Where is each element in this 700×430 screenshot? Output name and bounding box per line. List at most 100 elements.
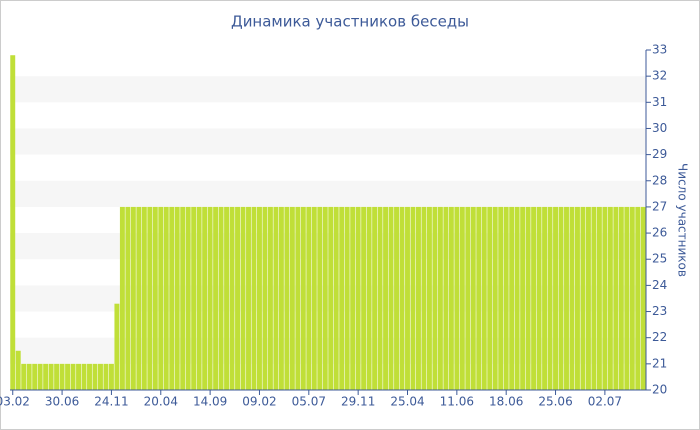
- bar: [87, 363, 92, 390]
- bar: [525, 206, 531, 390]
- bar: [43, 363, 49, 390]
- bar: [256, 206, 262, 390]
- bar: [602, 206, 608, 390]
- bar: [295, 206, 301, 390]
- y-tick-label: 33: [652, 43, 667, 57]
- x-tick-label: 25.04: [390, 395, 424, 409]
- bar: [531, 206, 537, 390]
- y-axis-label: Число участников: [676, 163, 690, 277]
- bar: [97, 363, 103, 390]
- bar: [108, 363, 114, 390]
- bar: [306, 206, 312, 390]
- y-tick-label: 27: [652, 199, 667, 213]
- bar: [267, 206, 273, 390]
- bar: [229, 206, 235, 390]
- bar: [21, 363, 27, 390]
- bar: [289, 206, 295, 390]
- bar: [459, 206, 465, 390]
- y-tick-label: 20: [652, 383, 667, 397]
- bar: [558, 206, 564, 390]
- bar: [448, 206, 454, 390]
- bar: [377, 206, 383, 390]
- bar: [136, 206, 142, 390]
- bar: [147, 206, 153, 390]
- x-tick-label: 25.06: [538, 395, 572, 409]
- bar: [278, 206, 284, 390]
- x-tick-label: 29.11: [341, 395, 375, 409]
- y-tick-label: 21: [652, 356, 667, 370]
- bar: [65, 363, 71, 390]
- bar: [613, 206, 619, 390]
- bar: [405, 206, 410, 390]
- bar: [114, 303, 120, 390]
- bar: [300, 206, 306, 390]
- bar: [361, 206, 367, 390]
- grid-band: [10, 180, 646, 207]
- bar: [415, 206, 421, 390]
- grid-band: [10, 76, 646, 103]
- y-tick-label: 32: [652, 69, 667, 83]
- bar: [542, 206, 548, 390]
- bar: [235, 206, 241, 390]
- x-tick-label: 30.06: [45, 395, 79, 409]
- bar: [640, 206, 646, 390]
- bar: [202, 206, 208, 390]
- x-tick-label: 14.09: [193, 395, 227, 409]
- bar: [158, 206, 164, 390]
- bar: [432, 206, 438, 390]
- y-tick-label: 22: [652, 330, 667, 344]
- bar: [536, 206, 542, 390]
- x-tick-label: 24.11: [94, 395, 128, 409]
- bar: [141, 206, 147, 390]
- bar: [492, 206, 498, 390]
- bar: [54, 363, 60, 390]
- y-tick-label: 29: [652, 147, 667, 161]
- bar: [218, 206, 224, 390]
- bar: [240, 206, 246, 390]
- bar: [383, 206, 389, 390]
- x-tick-label: 02.07: [588, 395, 622, 409]
- grid-band: [10, 128, 646, 155]
- y-tick-label: 26: [652, 226, 667, 240]
- bar: [574, 206, 580, 390]
- bar: [10, 55, 16, 390]
- bar: [59, 363, 65, 390]
- bar: [596, 206, 602, 390]
- bar: [553, 206, 559, 390]
- y-tick-label: 28: [652, 173, 667, 187]
- bar: [333, 206, 339, 390]
- y-tick-label: 31: [652, 95, 667, 109]
- bar: [152, 206, 158, 390]
- bar: [443, 206, 449, 390]
- x-tick-label: 03.02: [0, 395, 30, 409]
- bar: [355, 206, 361, 390]
- x-tick-label: 05.07: [292, 395, 326, 409]
- bar: [520, 206, 526, 390]
- bar: [70, 363, 76, 390]
- chart-title: Динамика участников беседы: [231, 13, 469, 31]
- bar: [547, 206, 553, 390]
- bar: [564, 206, 569, 390]
- bar: [569, 206, 575, 390]
- bar: [130, 206, 136, 390]
- bar: [317, 206, 323, 390]
- bar: [629, 206, 635, 390]
- bar: [103, 363, 109, 390]
- bar: [366, 206, 372, 390]
- bar: [125, 206, 131, 390]
- y-tick-label: 25: [652, 252, 667, 266]
- bar: [174, 206, 180, 390]
- bar: [92, 363, 98, 390]
- bar: [180, 206, 186, 390]
- bar: [454, 206, 460, 390]
- bar: [284, 206, 290, 390]
- bar: [262, 206, 268, 390]
- bar: [251, 206, 257, 390]
- bar: [437, 206, 443, 390]
- bar: [394, 206, 400, 390]
- y-tick-label: 24: [652, 278, 667, 292]
- bar: [32, 363, 38, 390]
- x-tick-label: 20.04: [144, 395, 178, 409]
- bar: [514, 206, 520, 390]
